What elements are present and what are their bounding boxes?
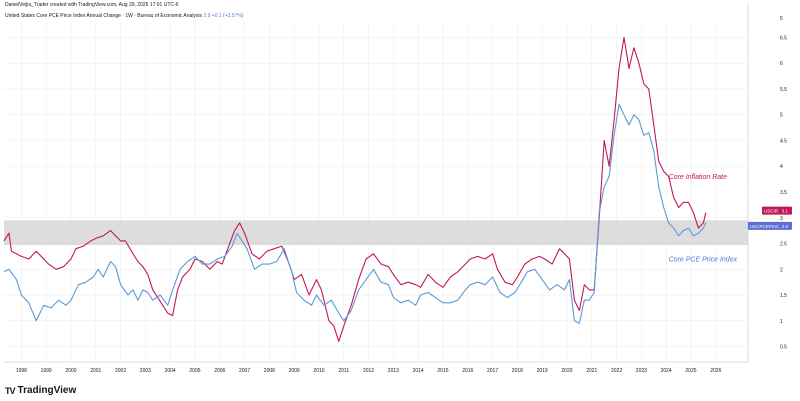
last-value-badge: [762, 206, 792, 215]
x-tick-label: 2024: [661, 368, 672, 374]
x-tick-label: 2010: [313, 368, 324, 374]
x-tick-label: 2023: [636, 368, 647, 374]
y-tick-label: 6.5: [780, 35, 787, 41]
x-tick-label: 2005: [189, 368, 200, 374]
x-tick-label: 2006: [214, 368, 225, 374]
chart-annotation: Core Inflation Rate: [669, 174, 727, 181]
chart-annotation: Core PCE Price Index: [669, 257, 738, 264]
x-tick-label: 2011: [338, 368, 349, 374]
badge-value: 3.1: [782, 209, 789, 214]
shaded-band: [4, 220, 748, 246]
x-tick-label: 1998: [16, 368, 27, 374]
symbol-title-row: United States Core PCE Price Index Annua…: [5, 13, 243, 19]
y-tick-label: 4.5: [780, 138, 787, 144]
y-tick-label: 3.5: [780, 190, 787, 196]
last-value-badge: [748, 221, 792, 230]
series-line-uscir: [3, 36, 707, 342]
tradingview-logo[interactable]: TV TradingView: [5, 385, 76, 396]
y-tick-label: 0.5: [780, 345, 787, 351]
x-tick-label: 2000: [65, 368, 76, 374]
x-tick-label: 2019: [537, 368, 548, 374]
last-value: 2.9: [203, 13, 211, 19]
x-tick-label: 2008: [264, 368, 275, 374]
x-tick-label: 2020: [561, 368, 572, 374]
x-tick-label: 2021: [586, 368, 597, 374]
y-tick-label: 6: [780, 61, 783, 67]
y-tick-label: 1.5: [780, 293, 787, 299]
y-tick-label: 2.5: [780, 242, 787, 248]
badge-value: 2.9: [782, 224, 789, 229]
x-tick-label: 2009: [289, 368, 300, 374]
tradingview-logo-text: TradingView: [17, 385, 77, 396]
y-tick-label: 1: [780, 319, 783, 325]
x-tick-label: 2016: [462, 368, 473, 374]
change-value: +0.1 (+3.57%): [211, 13, 244, 19]
x-tick-label: 1999: [41, 368, 52, 374]
x-tick-label: 2012: [363, 368, 374, 374]
x-tick-label: 2022: [611, 368, 622, 374]
y-tick-label-top: 5: [780, 16, 783, 22]
y-tick-label: 5: [780, 113, 783, 119]
x-tick-label: 2002: [115, 368, 126, 374]
symbol-title[interactable]: United States Core PCE Price Index Annua…: [5, 13, 203, 19]
x-tick-label: 2013: [388, 368, 399, 374]
x-tick-label: 2007: [239, 368, 250, 374]
badge-symbol: USCIR: [764, 209, 779, 214]
y-tick-label: 4: [780, 164, 783, 170]
x-tick-label: 2001: [90, 368, 101, 374]
badge-symbol: USCPCEPIAC: [750, 224, 780, 229]
x-tick-label: 2003: [140, 368, 151, 374]
attribution-text: DanielVeijia_Trader created with Trading…: [5, 2, 179, 8]
y-tick-label: 2: [780, 267, 783, 273]
series-line-uscpcepiac: [3, 103, 707, 324]
x-tick-label: 2004: [165, 368, 176, 374]
x-tick-label: 2026: [710, 368, 721, 374]
y-tick-label: 3: [780, 216, 783, 222]
x-tick-label: 2018: [512, 368, 523, 374]
tradingview-logo-icon: TV: [5, 385, 15, 396]
x-tick-label: 2014: [413, 368, 424, 374]
x-tick-label: 2015: [437, 368, 448, 374]
x-tick-label: 2017: [487, 368, 498, 374]
y-tick-label: 5.5: [780, 87, 787, 93]
x-tick-label: 2025: [685, 368, 696, 374]
